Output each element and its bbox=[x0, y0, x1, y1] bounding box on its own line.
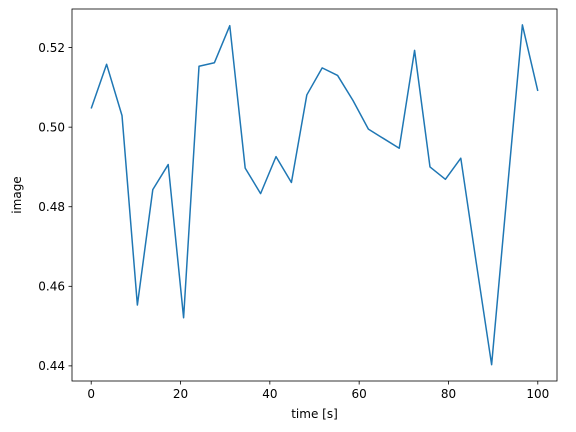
x-tick-label: 60 bbox=[352, 387, 367, 401]
plot-background bbox=[72, 9, 557, 381]
plot-frame bbox=[71, 8, 558, 382]
y-tick-label: 0.44 bbox=[38, 359, 65, 373]
x-tick-label: 100 bbox=[526, 387, 549, 401]
series-layer bbox=[90, 24, 539, 366]
x-tick-label: 40 bbox=[262, 387, 277, 401]
x-tick-label: 80 bbox=[441, 387, 456, 401]
x-tick-label: 20 bbox=[173, 387, 188, 401]
y-axis-ticks: 0.44 0.46 0.48 0.50 0.52 bbox=[38, 41, 72, 373]
series-line-0 bbox=[90, 24, 539, 366]
y-axis-label: image bbox=[10, 176, 24, 213]
y-tick-label: 0.46 bbox=[38, 280, 65, 294]
x-tick-label: 0 bbox=[87, 387, 95, 401]
y-tick-label: 0.48 bbox=[38, 200, 65, 214]
y-tick-label: 0.50 bbox=[38, 120, 65, 134]
x-axis-ticks: 0 20 40 60 80 100 bbox=[87, 381, 549, 401]
y-tick-label: 0.52 bbox=[38, 41, 65, 55]
x-axis-label: time [s] bbox=[291, 407, 338, 421]
